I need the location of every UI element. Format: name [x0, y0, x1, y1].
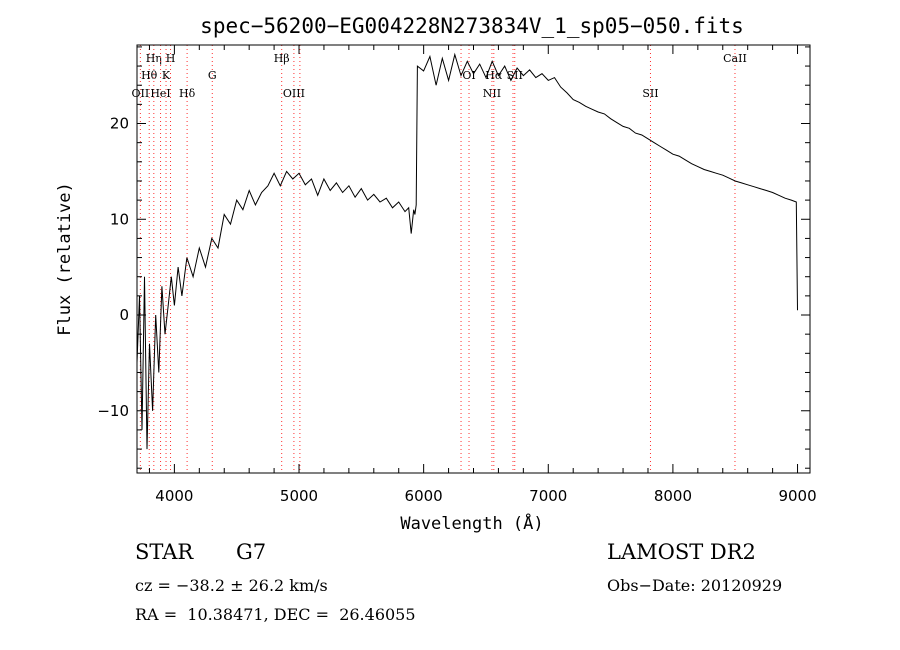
spectral-marker-label-2: Hη [146, 52, 162, 65]
spectral-marker-label-12: OI [462, 69, 475, 82]
object-subclass: G7 [236, 540, 267, 564]
spectrum-line [136, 52, 798, 450]
spectral-marker-label-3: HeI [150, 87, 170, 100]
observation-date: Obs−Date: 20120929 [607, 576, 783, 595]
plot-frame [136, 44, 811, 474]
x-axis: 4000 5000 6000 7000 8000 9000 [148, 45, 817, 505]
object-class: STAR [135, 540, 194, 564]
spectral-marker-label-17: SII [642, 87, 658, 100]
spectral-marker-label-18: CaII [723, 52, 747, 65]
redshift-cz: cz = −38.2 ± 26.2 km/s [135, 576, 328, 595]
spectral-marker-label-13: NII [483, 87, 501, 100]
spectral-marker-label-1: Hθ [141, 69, 158, 82]
spectral-marker-label-8: Hβ [274, 52, 290, 65]
y-tick-label: 0 [119, 306, 129, 324]
x-tick-label: 4000 [155, 487, 193, 505]
spectral-marker-label-9: OIII [283, 87, 305, 100]
y-axis: −10 0 10 20 [97, 46, 810, 469]
y-tick-label: −10 [97, 402, 129, 420]
survey-name: LAMOST DR2 [607, 540, 756, 564]
ra-dec-coordinates: RA = 10.38471, DEC = 26.46055 [135, 605, 416, 624]
x-tick-label: 6000 [405, 487, 443, 505]
spectral-marker-label-0: OII [132, 87, 150, 100]
y-axis-label: Flux (relative) [55, 182, 75, 336]
spectral-marker-label-5: H [166, 52, 176, 65]
spectral-marker-label-14: Hα [485, 69, 503, 82]
x-tick-label: 8000 [654, 487, 692, 505]
x-axis-label: Wavelength (Å) [400, 512, 543, 534]
x-tick-label: 9000 [778, 487, 816, 505]
y-tick-label: 10 [110, 210, 129, 228]
x-tick-label: 5000 [280, 487, 318, 505]
spectral-marker-label-4: K [162, 69, 171, 82]
chart-title: spec−56200−EG004228N273834V_1_sp05−050.f… [200, 14, 744, 38]
x-tick-label: 7000 [529, 487, 567, 505]
y-tick-label: 20 [110, 115, 129, 133]
spectral-marker-label-6: Hδ [179, 87, 196, 100]
spectral-marker-label-7: G [208, 69, 217, 82]
